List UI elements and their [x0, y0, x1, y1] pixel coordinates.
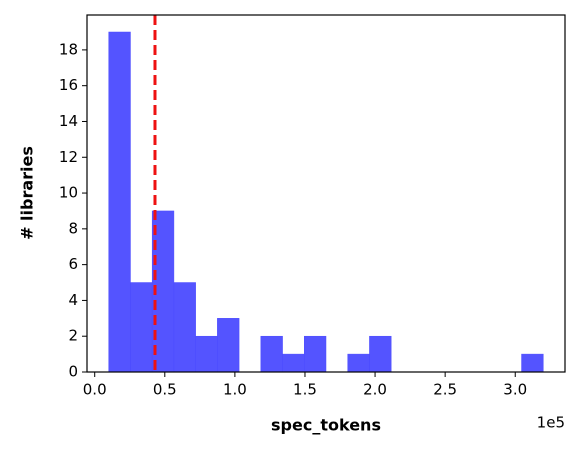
- bar: [347, 353, 370, 373]
- y-tick-label: 18: [59, 40, 78, 58]
- y-tick-label: 6: [68, 255, 78, 273]
- y-tick-label: 0: [68, 363, 78, 381]
- x-offset-label: 1e5: [537, 414, 565, 432]
- y-tick-label: 10: [59, 184, 78, 202]
- bar: [260, 335, 283, 373]
- y-tick-label: 4: [68, 291, 78, 309]
- x-tick-label: 3.0: [503, 381, 527, 399]
- bar: [369, 335, 392, 373]
- x-tick-label: 1.0: [223, 381, 247, 399]
- bar: [108, 31, 131, 373]
- x-tick-label: 2.5: [433, 381, 457, 399]
- bar: [282, 353, 305, 373]
- bar: [195, 335, 218, 373]
- x-tick-label: 2.0: [363, 381, 387, 399]
- bar: [217, 318, 240, 373]
- y-tick-label: 2: [68, 327, 78, 345]
- x-tick-label: 0.0: [83, 381, 107, 399]
- y-tick-label: 14: [59, 112, 78, 130]
- bar: [130, 282, 153, 373]
- bar: [304, 335, 327, 373]
- y-tick-label: 16: [59, 76, 78, 94]
- x-tick-label: 1.5: [293, 381, 317, 399]
- y-tick-label: 12: [59, 148, 78, 166]
- bar: [173, 282, 196, 373]
- bar: [521, 353, 544, 373]
- y-tick-label: 8: [68, 219, 78, 237]
- y-axis-label: # libraries: [18, 146, 37, 240]
- x-axis-label: spec_tokens: [271, 416, 381, 435]
- x-tick-label: 0.5: [153, 381, 177, 399]
